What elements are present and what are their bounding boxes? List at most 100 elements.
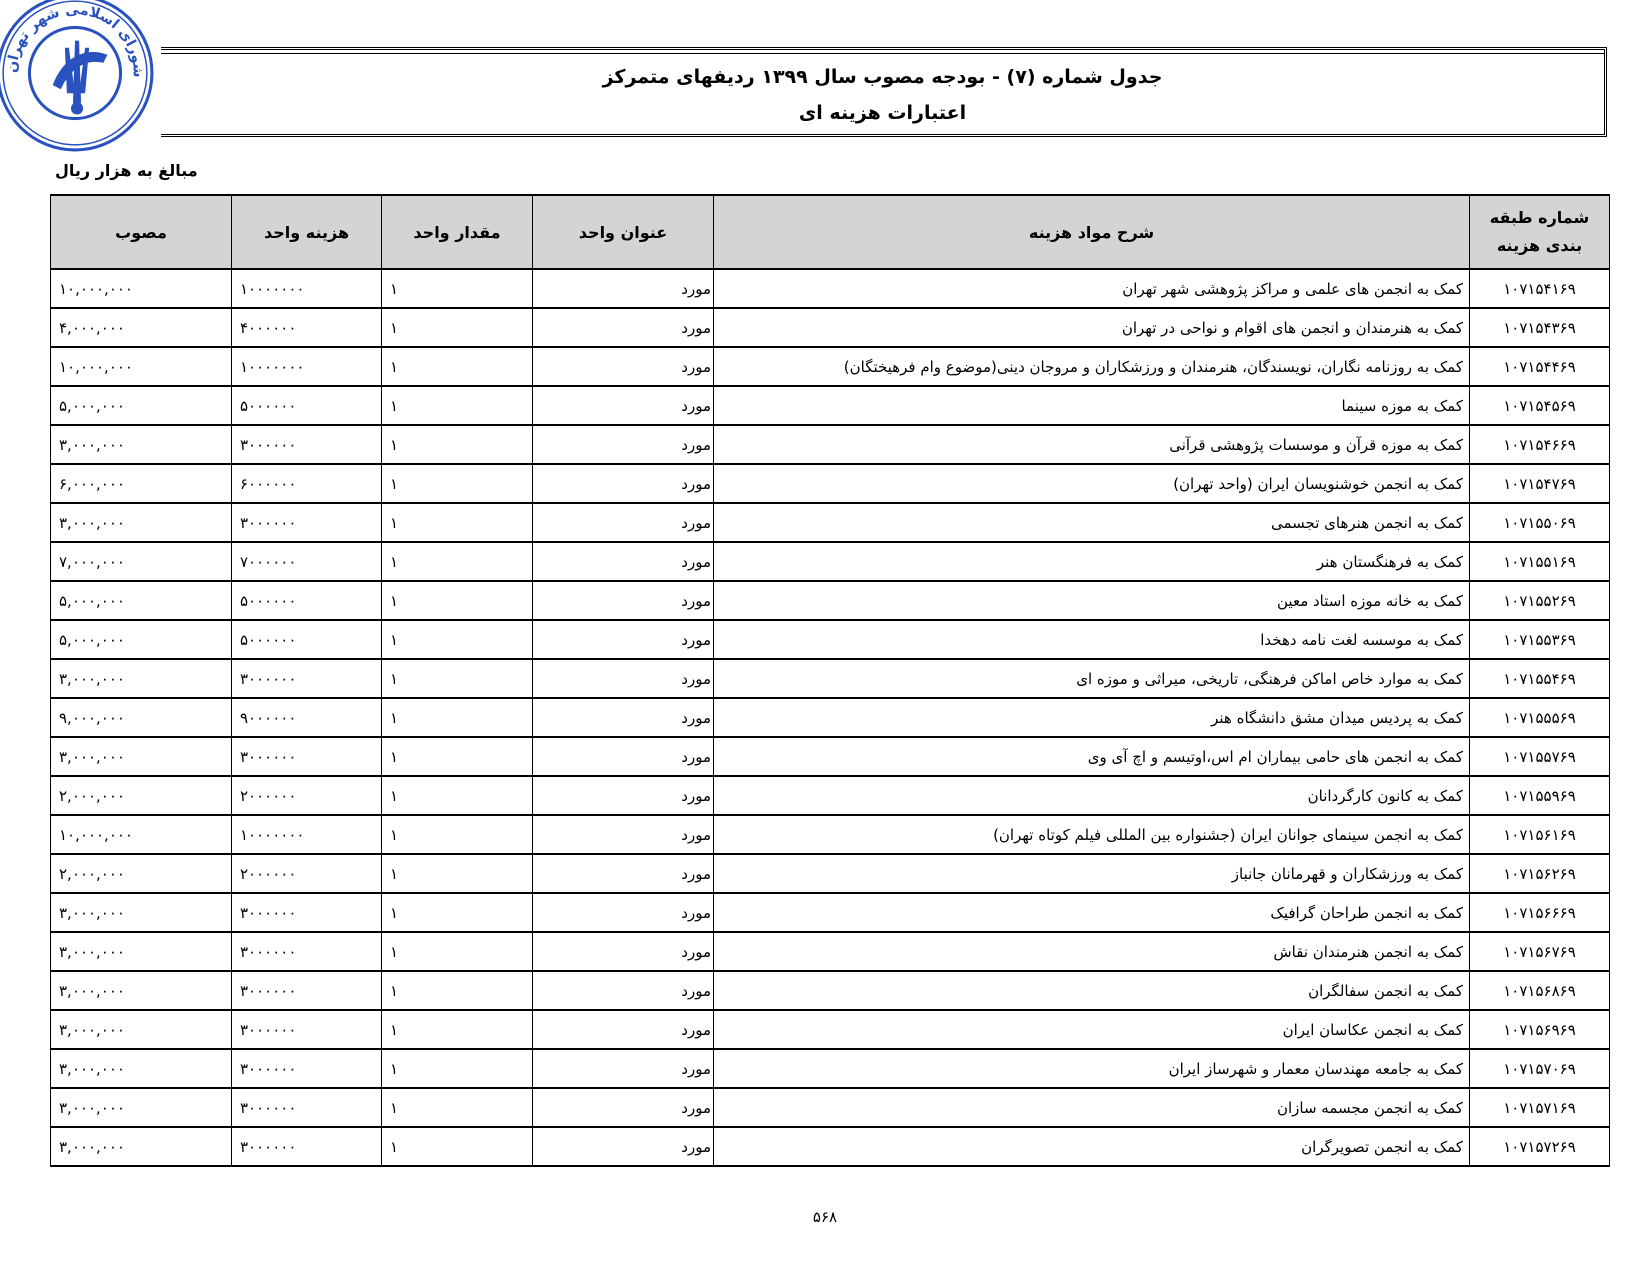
table-row: ۱۰۷۱۵۵۴۶۹ کمک به موارد خاص اماکن فرهنگی، …	[50, 658, 1610, 699]
page-subtitle: اعتبارات هزینه ای	[798, 102, 967, 124]
cell-unit-title: مورد	[532, 775, 714, 816]
cell-code: ۱۰۷۱۵۴۳۶۹	[1469, 307, 1610, 348]
table-row: ۱۰۷۱۵۶۷۶۹ کمک به انجمن هنرمندان نقاش مورد ۱…	[50, 931, 1610, 972]
cell-unit-qty: ۱	[381, 463, 533, 504]
cell-approved: ۳,۰۰۰,۰۰۰	[50, 502, 232, 543]
cell-unit-title: مورد	[532, 853, 714, 894]
cell-approved: ۳,۰۰۰,۰۰۰	[50, 1126, 232, 1167]
table-row: ۱۰۷۱۵۷۰۶۹ کمک به جامعه مهندسان معمار و شه…	[50, 1048, 1610, 1089]
title-box: جدول شماره (۷) - بودجه مصوب سال ۱۳۹۹ ردی…	[161, 47, 1607, 137]
cell-approved: ۳,۰۰۰,۰۰۰	[50, 736, 232, 777]
cell-code: ۱۰۷۱۵۴۷۶۹	[1469, 463, 1610, 504]
cell-description: کمک به انجمن هنرهای تجسمی	[713, 502, 1470, 543]
cell-unit-cost: ۲۰۰۰۰۰۰	[231, 853, 382, 894]
cell-unit-title: مورد	[532, 502, 714, 543]
cell-unit-title: مورد	[532, 931, 714, 972]
cell-unit-cost: ۳۰۰۰۰۰۰	[231, 1126, 382, 1167]
cell-unit-title: مورد	[532, 1126, 714, 1167]
cell-approved: ۳,۰۰۰,۰۰۰	[50, 1009, 232, 1050]
cell-unit-title: مورد	[532, 697, 714, 738]
cell-unit-title: مورد	[532, 385, 714, 426]
table-row: ۱۰۷۱۵۵۱۶۹ کمک به فرهنگستان هنر مورد ۱ ۷۰۰۰۰۰…	[50, 541, 1610, 582]
cell-unit-title: مورد	[532, 346, 714, 387]
cell-description: کمک به انجمن های حامی بیماران ام اس،اوتی…	[713, 736, 1470, 777]
table-row: ۱۰۷۱۵۴۴۶۹ کمک به روزنامه نگاران، نویسندگا…	[50, 346, 1610, 387]
cell-description: کمک به کانون کارگردانان	[713, 775, 1470, 816]
cell-description: کمک به موارد خاص اماکن فرهنگی، تاریخی، م…	[713, 658, 1470, 699]
cell-unit-title: مورد	[532, 424, 714, 465]
cell-description: کمک به انجمن هنرمندان نقاش	[713, 931, 1470, 972]
cell-unit-title: مورد	[532, 970, 714, 1011]
cell-unit-qty: ۱	[381, 541, 533, 582]
cell-approved: ۵,۰۰۰,۰۰۰	[50, 580, 232, 621]
cell-unit-qty: ۱	[381, 970, 533, 1011]
cell-code: ۱۰۷۱۵۵۰۶۹	[1469, 502, 1610, 543]
cell-code: ۱۰۷۱۵۵۲۶۹	[1469, 580, 1610, 621]
cell-unit-cost: ۱۰۰۰۰۰۰۰	[231, 346, 382, 387]
cell-unit-cost: ۳۰۰۰۰۰۰	[231, 658, 382, 699]
cell-unit-qty: ۱	[381, 346, 533, 387]
cell-code: ۱۰۷۱۵۶۶۶۹	[1469, 892, 1610, 933]
cell-unit-qty: ۱	[381, 502, 533, 543]
table-row: ۱۰۷۱۵۷۲۶۹ کمک به انجمن تصویرگران مورد ۱ ۳۰۰۰…	[50, 1126, 1610, 1167]
cell-unit-title: مورد	[532, 1048, 714, 1089]
cell-approved: ۶,۰۰۰,۰۰۰	[50, 463, 232, 504]
cell-unit-cost: ۵۰۰۰۰۰۰	[231, 619, 382, 660]
cell-unit-qty: ۱	[381, 1048, 533, 1089]
table-row: ۱۰۷۱۵۵۳۶۹ کمک به موسسه لغت نامه دهخدا مورد…	[50, 619, 1610, 660]
cell-unit-qty: ۱	[381, 775, 533, 816]
cell-unit-title: مورد	[532, 1087, 714, 1128]
cell-description: کمک به انجمن سینمای جوانان ایران (جشنوار…	[713, 814, 1470, 855]
cell-approved: ۲,۰۰۰,۰۰۰	[50, 853, 232, 894]
cell-unit-qty: ۱	[381, 580, 533, 621]
cell-approved: ۳,۰۰۰,۰۰۰	[50, 1048, 232, 1089]
cell-unit-title: مورد	[532, 307, 714, 348]
cell-approved: ۳,۰۰۰,۰۰۰	[50, 931, 232, 972]
cell-unit-cost: ۹۰۰۰۰۰۰	[231, 697, 382, 738]
cell-unit-cost: ۱۰۰۰۰۰۰۰	[231, 268, 382, 309]
cell-description: کمک به موزه سینما	[713, 385, 1470, 426]
cell-description: کمک به جامعه مهندسان معمار و شهرساز ایرا…	[713, 1048, 1470, 1089]
cell-unit-title: مورد	[532, 1009, 714, 1050]
table-row: ۱۰۷۱۵۶۸۶۹ کمک به انجمن سفالگران مورد ۱ ۳۰۰۰۰…	[50, 970, 1610, 1011]
cell-unit-qty: ۱	[381, 892, 533, 933]
page-title: جدول شماره (۷) - بودجه مصوب سال ۱۳۹۹ ردی…	[602, 66, 1163, 88]
page-number: ۵۶۸	[812, 1208, 838, 1226]
table-row: ۱۰۷۱۵۶۶۶۹ کمک به انجمن طراحان گرافیک مورد ۱…	[50, 892, 1610, 933]
cell-unit-cost: ۳۰۰۰۰۰۰	[231, 1087, 382, 1128]
column-header-approved: مصوب	[50, 194, 232, 270]
table-row: ۱۰۷۱۵۴۱۶۹ کمک به انجمن های علمی و مراکز پ…	[50, 268, 1610, 309]
cell-code: ۱۰۷۱۵۶۲۶۹	[1469, 853, 1610, 894]
column-header-unit-title: عنوان واحد	[532, 194, 714, 270]
cell-unit-qty: ۱	[381, 385, 533, 426]
cell-unit-title: مورد	[532, 268, 714, 309]
table-row: ۱۰۷۱۵۵۹۶۹ کمک به کانون کارگردانان مورد ۱ ۲۰۰…	[50, 775, 1610, 816]
cell-approved: ۱۰,۰۰۰,۰۰۰	[50, 814, 232, 855]
cell-unit-qty: ۱	[381, 1087, 533, 1128]
cell-unit-cost: ۳۰۰۰۰۰۰	[231, 502, 382, 543]
cell-description: کمک به انجمن عکاسان ایران	[713, 1009, 1470, 1050]
cell-description: کمک به انجمن طراحان گرافیک	[713, 892, 1470, 933]
cell-approved: ۹,۰۰۰,۰۰۰	[50, 697, 232, 738]
cell-description: کمک به موسسه لغت نامه دهخدا	[713, 619, 1470, 660]
cell-approved: ۱۰,۰۰۰,۰۰۰	[50, 346, 232, 387]
cell-description: کمک به خانه موزه استاد معین	[713, 580, 1470, 621]
cell-unit-cost: ۳۰۰۰۰۰۰	[231, 424, 382, 465]
budget-table: شماره طبقه بندی هزینه شرح مواد هزینه عنو…	[50, 194, 1610, 1167]
cell-approved: ۳,۰۰۰,۰۰۰	[50, 658, 232, 699]
cell-unit-cost: ۳۰۰۰۰۰۰	[231, 931, 382, 972]
council-stamp-logo: شورای اسلامی شهر تهران	[0, 0, 154, 152]
units-note: مبالغ به هزار ریال	[55, 161, 198, 180]
cell-unit-cost: ۳۰۰۰۰۰۰	[231, 1009, 382, 1050]
cell-description: کمک به روزنامه نگاران، نویسندگان، هنرمند…	[713, 346, 1470, 387]
column-header-unit-cost: هزینه واحد	[231, 194, 382, 270]
cell-code: ۱۰۷۱۵۶۷۶۹	[1469, 931, 1610, 972]
cell-unit-qty: ۱	[381, 931, 533, 972]
column-header-code: شماره طبقه بندی هزینه	[1469, 194, 1610, 270]
cell-unit-cost: ۶۰۰۰۰۰۰	[231, 463, 382, 504]
cell-unit-cost: ۱۰۰۰۰۰۰۰	[231, 814, 382, 855]
cell-approved: ۴,۰۰۰,۰۰۰	[50, 307, 232, 348]
cell-unit-title: مورد	[532, 892, 714, 933]
cell-unit-qty: ۱	[381, 697, 533, 738]
cell-approved: ۳,۰۰۰,۰۰۰	[50, 970, 232, 1011]
